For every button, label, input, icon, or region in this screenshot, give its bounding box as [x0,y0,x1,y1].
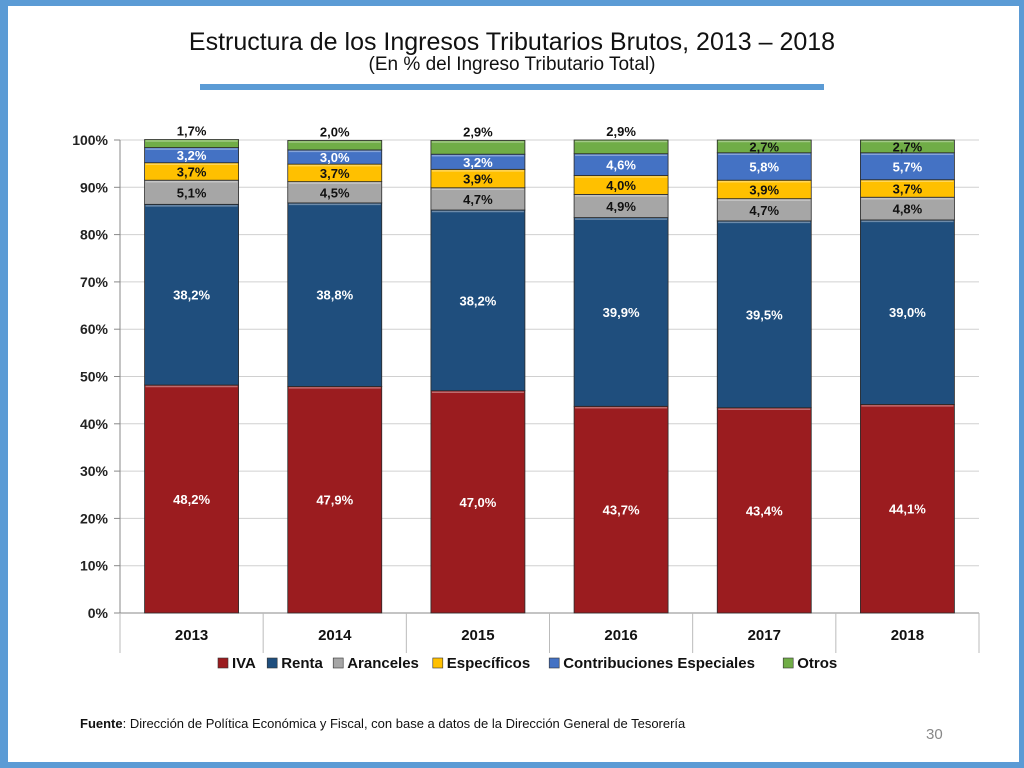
data-label: 4,9% [606,199,636,214]
chart-subtitle: (En % del Ingreso Tributario Total) [368,54,656,75]
x-tick-label: 2015 [461,627,494,644]
bar-segment [716,152,812,181]
data-label: 5,8% [749,159,779,174]
data-label: 5,7% [893,159,923,174]
x-tick-label: 2014 [318,627,352,644]
data-label: 1,7% [177,124,207,139]
bar-segment [860,219,955,405]
legend-swatch [432,657,444,669]
bar-segment [287,140,383,151]
data-label: 4,7% [463,192,493,207]
data-label: 4,5% [320,185,350,200]
y-tick-label: 50% [80,369,109,385]
data-label: 3,0% [320,150,350,165]
chart-title: Estructura de los Ingresos Tributarios B… [188,28,836,56]
legend-label: Aranceles [347,655,419,672]
source-text: : Dirección de Política Económica y Fisc… [122,716,686,731]
bar-segment [144,179,239,205]
data-label: 44,1% [889,502,926,517]
data-label: 2,7% [749,139,779,154]
page-number: 30 [926,726,943,743]
data-label: 2,9% [463,124,493,139]
data-label: 4,7% [749,203,779,218]
data-label: 2,7% [893,139,923,154]
bar-segment [287,386,383,614]
bar-segment [144,139,239,148]
data-label: 48,2% [173,492,210,507]
data-label: 43,7% [603,503,640,518]
bar-segment [716,220,812,409]
data-label: 3,2% [177,148,207,163]
data-label: 4,8% [893,202,923,217]
title-underline [200,84,824,90]
source-note: Fuente: Dirección de Política Económica … [80,716,685,731]
bar-segment [573,405,669,614]
data-label: 5,1% [177,185,207,200]
y-tick-label: 90% [80,179,109,195]
data-label: 39,0% [889,305,926,320]
data-label: 38,2% [459,293,496,308]
data-label: 3,7% [893,181,923,196]
y-tick-label: 70% [80,274,109,290]
legend-swatch [217,657,229,669]
data-label: 47,9% [316,493,353,508]
bar-segment [860,404,955,614]
x-tick-label: 2016 [604,627,637,644]
data-label: 4,0% [606,178,636,193]
x-tick-label: 2018 [891,627,924,644]
data-label: 39,9% [603,305,640,320]
legend-label: Específicos [447,655,530,672]
x-tick-label: 2013 [175,627,208,644]
legend-label: Otros [797,655,837,672]
legend-swatch [782,657,794,669]
legend-label: IVA [232,655,256,672]
y-tick-label: 100% [72,132,108,148]
bar-segment [573,217,669,407]
bar-segment [144,203,239,386]
data-label: 3,9% [463,172,493,187]
data-label: 3,7% [320,166,350,181]
bar-segment [287,202,383,387]
y-tick-label: 80% [80,227,109,243]
bar-segment [144,384,239,614]
data-label: 43,4% [746,503,783,518]
data-label: 3,2% [463,155,493,170]
data-label: 3,9% [749,182,779,197]
legend-swatch [332,657,344,669]
legend-label: Contribuciones Especiales [563,655,755,672]
x-tick-label: 2017 [748,627,781,644]
bar-segment [716,407,812,614]
data-label: 38,2% [173,288,210,303]
y-tick-label: 40% [80,416,109,432]
legend-swatch [548,657,560,669]
data-label: 39,5% [746,307,783,322]
data-label: 2,9% [606,124,636,139]
data-label: 38,8% [316,288,353,303]
y-tick-label: 20% [80,510,109,526]
bar-segment [430,140,526,155]
source-label: Fuente [80,716,123,731]
y-tick-label: 30% [80,463,109,479]
y-tick-label: 0% [88,605,109,621]
legend-swatch [266,657,278,669]
bar-segment [716,139,812,154]
data-label: 3,7% [177,164,207,179]
y-tick-label: 10% [80,558,109,574]
data-label: 2,0% [320,124,350,139]
y-tick-label: 60% [80,321,109,337]
bar-segment [573,139,669,155]
bar-segment [860,152,955,181]
bar-segment [430,209,526,392]
data-label: 47,0% [459,495,496,510]
legend-label: Renta [281,655,323,672]
data-label: 4,6% [606,158,636,173]
bar-segment [860,139,955,154]
